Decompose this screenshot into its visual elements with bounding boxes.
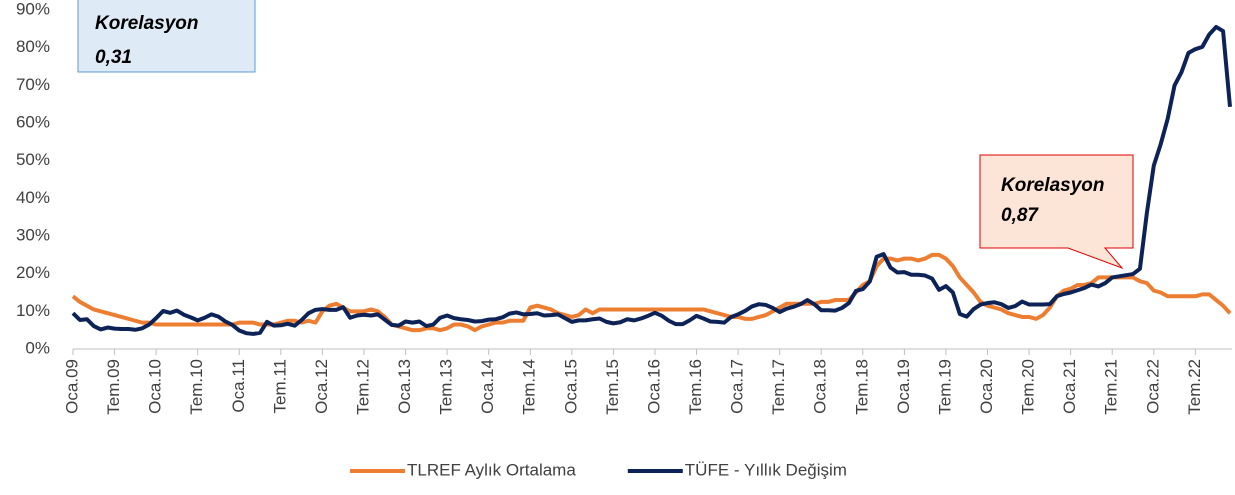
x-tick-label: Oca.21 xyxy=(1060,359,1079,414)
x-tick-label: Tem.20 xyxy=(1019,359,1038,415)
x-tick-label: Oca.22 xyxy=(1143,359,1162,414)
y-tick-label: 50% xyxy=(16,150,50,169)
x-tick-label: Oca.11 xyxy=(229,359,248,413)
y-tick-label: 20% xyxy=(16,263,50,282)
x-tick-label: Oca.09 xyxy=(62,359,81,414)
x-tick-label: Tem.18 xyxy=(852,359,871,415)
y-tick-label: 60% xyxy=(16,112,50,131)
x-tick-label: Tem.15 xyxy=(603,359,622,415)
legend-label: TÜFE - Yıllık Değişim xyxy=(685,460,847,479)
y-tick-label: 70% xyxy=(16,75,50,94)
x-tick-label: Tem.09 xyxy=(104,359,123,415)
annotation-title: Korelasyon xyxy=(1001,175,1104,196)
x-tick-label: Tem.16 xyxy=(686,359,705,415)
x-tick-label: Oca.10 xyxy=(146,359,165,414)
annotation-value: 0,31 xyxy=(95,47,132,68)
annotation-callout xyxy=(979,154,1134,270)
x-tick-label: Tem.17 xyxy=(769,359,788,415)
x-tick-label: Tem.14 xyxy=(520,359,539,415)
line-series xyxy=(71,252,1232,333)
x-tick-label: Oca.13 xyxy=(395,359,414,414)
x-tick-label: Tem.12 xyxy=(353,359,372,415)
y-tick-label: 10% xyxy=(16,301,50,320)
x-tick-label: Tem.19 xyxy=(935,359,954,415)
annotation-title: Korelasyon xyxy=(95,13,198,34)
x-tick-label: Tem.10 xyxy=(187,359,206,415)
annotation-box xyxy=(77,0,256,73)
x-tick-label: Tem.13 xyxy=(437,359,456,415)
x-tick-label: Oca.15 xyxy=(561,359,580,414)
legend-label: TLREF Aylık Ortalama xyxy=(407,460,576,479)
y-tick-label: 0% xyxy=(25,338,50,357)
x-tick-label: Oca.12 xyxy=(312,359,331,414)
x-tick-label: Tem.21 xyxy=(1102,359,1121,415)
annotation-value: 0,87 xyxy=(1001,205,1039,226)
x-tick-label: Tem.22 xyxy=(1185,359,1204,415)
line-series xyxy=(71,24,1232,336)
x-tick-label: Oca.19 xyxy=(894,359,913,414)
y-tick-label: 40% xyxy=(16,188,50,207)
y-tick-label: 90% xyxy=(16,0,50,18)
x-tick-label: Oca.20 xyxy=(977,359,996,414)
x-tick-label: Oca.16 xyxy=(644,359,663,414)
x-tick-label: Oca.17 xyxy=(728,359,747,414)
y-tick-label: 30% xyxy=(16,225,50,244)
x-tick-label: Oca.14 xyxy=(478,359,497,414)
y-tick-label: 80% xyxy=(16,37,50,56)
x-tick-label: Tem.11 xyxy=(270,359,289,414)
x-tick-label: Oca.18 xyxy=(811,359,830,414)
